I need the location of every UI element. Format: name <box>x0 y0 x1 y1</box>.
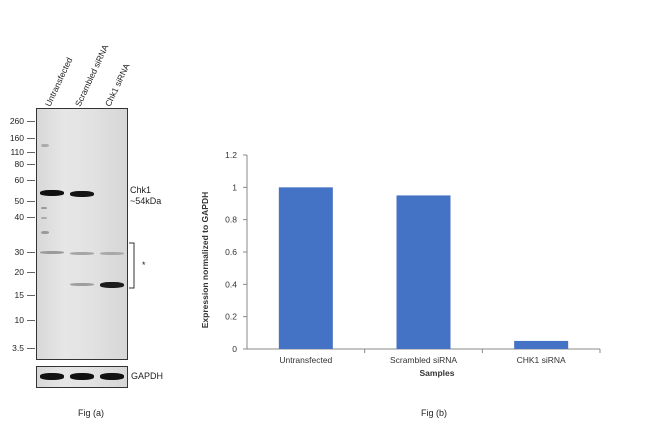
mw-tick <box>27 252 35 253</box>
mw-marker-110: 110 <box>10 147 24 157</box>
mw-tick <box>27 320 35 321</box>
mw-marker-15: 15 <box>14 290 24 300</box>
y-axis-label: Expression normalized to GAPDH <box>200 192 210 329</box>
band-gapdh-chk1-sirna <box>100 373 124 380</box>
blot-image-main <box>36 108 128 360</box>
y-tick-label: 1.2 <box>225 150 237 160</box>
nonspecific-asterisk: * <box>142 260 146 270</box>
band-chk1-untransfected <box>40 190 64 196</box>
mw-marker-260: 260 <box>9 116 24 126</box>
x-category-label: Untransfected <box>279 355 332 365</box>
loading-control-label: GAPDH <box>131 371 164 381</box>
bar-chk1-sirna <box>514 340 569 349</box>
band-faint <box>41 144 49 147</box>
x-category-label: Scrambled siRNA <box>390 355 457 365</box>
band-faint <box>70 252 94 255</box>
bar-untransfected <box>278 187 333 349</box>
band-faint <box>41 207 47 209</box>
mw-marker-50: 50 <box>14 196 24 206</box>
y-tick-label: 1 <box>232 182 237 192</box>
y-tick-label: 0.8 <box>225 215 237 225</box>
y-tick-label: 0.2 <box>225 312 237 322</box>
bar-scrambled-sirna <box>396 195 451 349</box>
lane-label-chk1-sirna: Chk1 siRNA <box>102 61 132 108</box>
mw-marker-40: 40 <box>14 212 24 222</box>
band-faint <box>41 231 49 234</box>
mw-tick <box>27 272 35 273</box>
band-gapdh-untransfected <box>40 373 64 380</box>
mw-tick <box>27 152 35 153</box>
x-category-label: CHK1 siRNA <box>517 355 566 365</box>
mw-marker-20: 20 <box>14 267 24 277</box>
y-tick-label: 0.6 <box>225 247 237 257</box>
band-faint <box>70 283 94 286</box>
mw-tick <box>27 201 35 202</box>
mw-tick <box>27 164 35 165</box>
nonspecific-bracket <box>129 242 135 289</box>
blot-image-gapdh <box>36 366 128 388</box>
band-faint <box>40 251 64 254</box>
mw-marker-80: 80 <box>14 159 24 169</box>
band-chk1-scrambled <box>70 191 94 197</box>
mw-tick <box>27 180 35 181</box>
mw-marker-60: 60 <box>14 175 24 185</box>
mw-marker-10: 10 <box>14 315 24 325</box>
y-tick-label: 0.4 <box>225 279 237 289</box>
mw-tick <box>27 348 35 349</box>
target-label-mw: ~54kDa <box>130 196 162 206</box>
band-faint <box>41 217 47 219</box>
bar-chart: 0 0.2 0.4 0.6 0.8 1 1.2 Untransfected Scrambled… <box>200 150 601 378</box>
mw-marker-3-5: 3.5 <box>12 343 24 353</box>
band-gapdh-scrambled <box>70 373 94 380</box>
fig-b-caption: Fig (b) <box>421 408 448 418</box>
target-label-chk1: Chk1 <box>130 185 152 195</box>
mw-tick <box>27 121 35 122</box>
mw-marker-30: 30 <box>14 247 24 257</box>
mw-tick <box>27 295 35 296</box>
mw-tick <box>27 217 35 218</box>
x-axis-label: Samples <box>420 368 455 378</box>
mw-marker-160: 160 <box>9 133 24 143</box>
lane-label-untransfected: Untransfected <box>42 55 75 108</box>
y-tick-label: 0 <box>232 344 237 354</box>
band-faint <box>100 252 124 255</box>
mw-tick <box>27 138 35 139</box>
band-17kda-chk1-sirna <box>100 282 124 288</box>
fig-a-caption: Fig (a) <box>78 408 105 418</box>
